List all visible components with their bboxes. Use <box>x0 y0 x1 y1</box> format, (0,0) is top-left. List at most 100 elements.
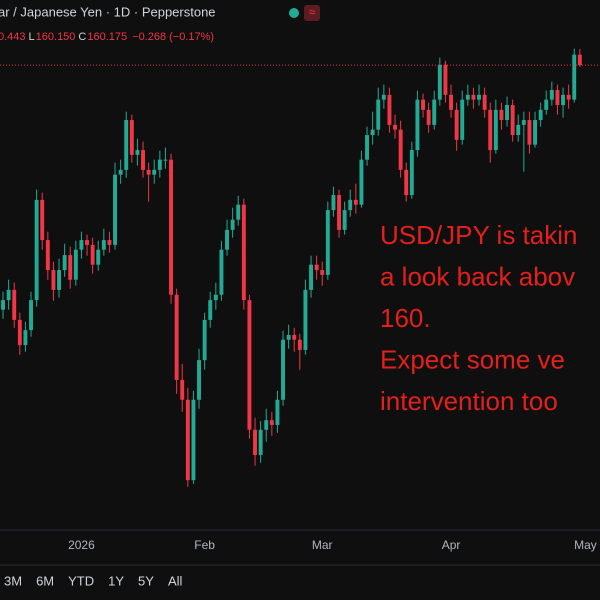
status-glyph: ≈ <box>309 5 316 19</box>
range-button[interactable]: 6M <box>36 573 54 588</box>
candle-body <box>118 169 123 175</box>
candle-body <box>465 94 470 100</box>
candle-body <box>129 120 134 155</box>
annotation-text: intervention too <box>380 386 558 416</box>
candle-body <box>454 109 459 140</box>
candle-body <box>62 255 67 271</box>
legend-text: 0.443 <box>0 31 26 43</box>
candle-body <box>34 199 39 301</box>
candle-body <box>337 195 341 230</box>
candle-body <box>12 289 17 320</box>
candle-body <box>1 300 5 310</box>
range-button[interactable]: 1Y <box>108 573 124 588</box>
candle-body <box>572 54 577 100</box>
candle-body <box>482 94 487 110</box>
annotation-text: 160. <box>380 303 431 333</box>
range-button[interactable]: 5Y <box>138 573 154 588</box>
candle-body <box>258 429 263 455</box>
x-tick-label: Apr <box>442 538 461 552</box>
x-tick-label: May <box>574 538 597 552</box>
range-button[interactable]: All <box>168 573 183 588</box>
candle-body <box>85 240 89 245</box>
candle-body <box>527 120 532 145</box>
candle-body <box>443 64 448 95</box>
candle-body <box>331 195 336 211</box>
candle-body <box>141 150 145 170</box>
candle-body <box>191 399 196 481</box>
annotation-text: a look back abov <box>380 261 575 291</box>
candle-body <box>241 204 246 301</box>
candle-body <box>264 420 269 430</box>
candle-body <box>499 109 504 121</box>
candle-body <box>202 319 207 361</box>
candle-body <box>281 339 285 400</box>
candle-body <box>185 399 190 481</box>
candle-body <box>174 294 179 380</box>
candle-body <box>426 109 431 125</box>
candle-body <box>17 319 22 346</box>
candle-body <box>387 94 392 125</box>
range-button[interactable]: 3M <box>4 573 22 588</box>
candle-body <box>325 210 330 275</box>
candle-body <box>314 264 319 271</box>
candle-body <box>348 199 353 211</box>
candle-body <box>561 94 565 106</box>
candle-body <box>124 120 129 170</box>
candle-body <box>460 99 465 140</box>
candle-body <box>421 99 425 110</box>
candle-body <box>180 379 185 400</box>
candle-body <box>225 229 229 250</box>
candle-body <box>303 289 308 350</box>
annotation-text: USD/JPY is takin <box>380 220 577 250</box>
candle-body <box>533 120 537 145</box>
candle-body <box>320 270 325 275</box>
candle-body <box>409 150 414 196</box>
candle-body <box>230 219 235 230</box>
candle-body <box>275 399 280 425</box>
candle-body <box>23 330 28 346</box>
candle-body <box>113 174 117 245</box>
candle-body <box>471 94 476 100</box>
candle-body <box>359 159 364 205</box>
candle-body <box>163 159 168 161</box>
candle-body <box>415 99 420 151</box>
candle-body <box>68 255 73 280</box>
legend-text: −0.268 (−0.17%) <box>132 31 214 43</box>
candle-body <box>157 159 162 170</box>
candle-body <box>510 105 515 136</box>
candle-body <box>219 249 224 295</box>
candle-body <box>521 120 526 125</box>
candle-body <box>286 334 291 340</box>
ohlc-legend: 0.443 L 160.150 C 160.175 −0.268 (−0.17%) <box>0 31 214 43</box>
candle-body <box>309 264 313 290</box>
x-tick-label: Feb <box>194 538 215 552</box>
candle-body <box>297 339 302 350</box>
candle-body <box>437 64 442 100</box>
candle-body <box>555 90 560 106</box>
candle-body <box>73 249 78 280</box>
candle-body <box>493 109 498 151</box>
candle-body <box>213 294 218 301</box>
candle-body <box>152 169 157 175</box>
candle-body <box>370 129 375 136</box>
candle-body <box>577 54 582 66</box>
candle-body <box>247 300 252 430</box>
candle-body <box>449 94 453 110</box>
range-button[interactable]: YTD <box>68 573 94 588</box>
candle-body <box>566 94 571 100</box>
candle-body <box>236 204 241 220</box>
legend-text: C <box>78 31 86 43</box>
candle-body <box>393 124 397 130</box>
candle-body <box>505 105 509 121</box>
candle-body <box>57 270 61 290</box>
status-dot <box>289 8 299 18</box>
candle-body <box>169 159 173 295</box>
candle-body <box>488 109 493 151</box>
legend-text: 160.175 <box>87 31 127 43</box>
candle-body <box>29 300 33 331</box>
candle-body <box>51 270 56 290</box>
candle-body <box>544 99 549 110</box>
candle-body <box>6 289 11 301</box>
